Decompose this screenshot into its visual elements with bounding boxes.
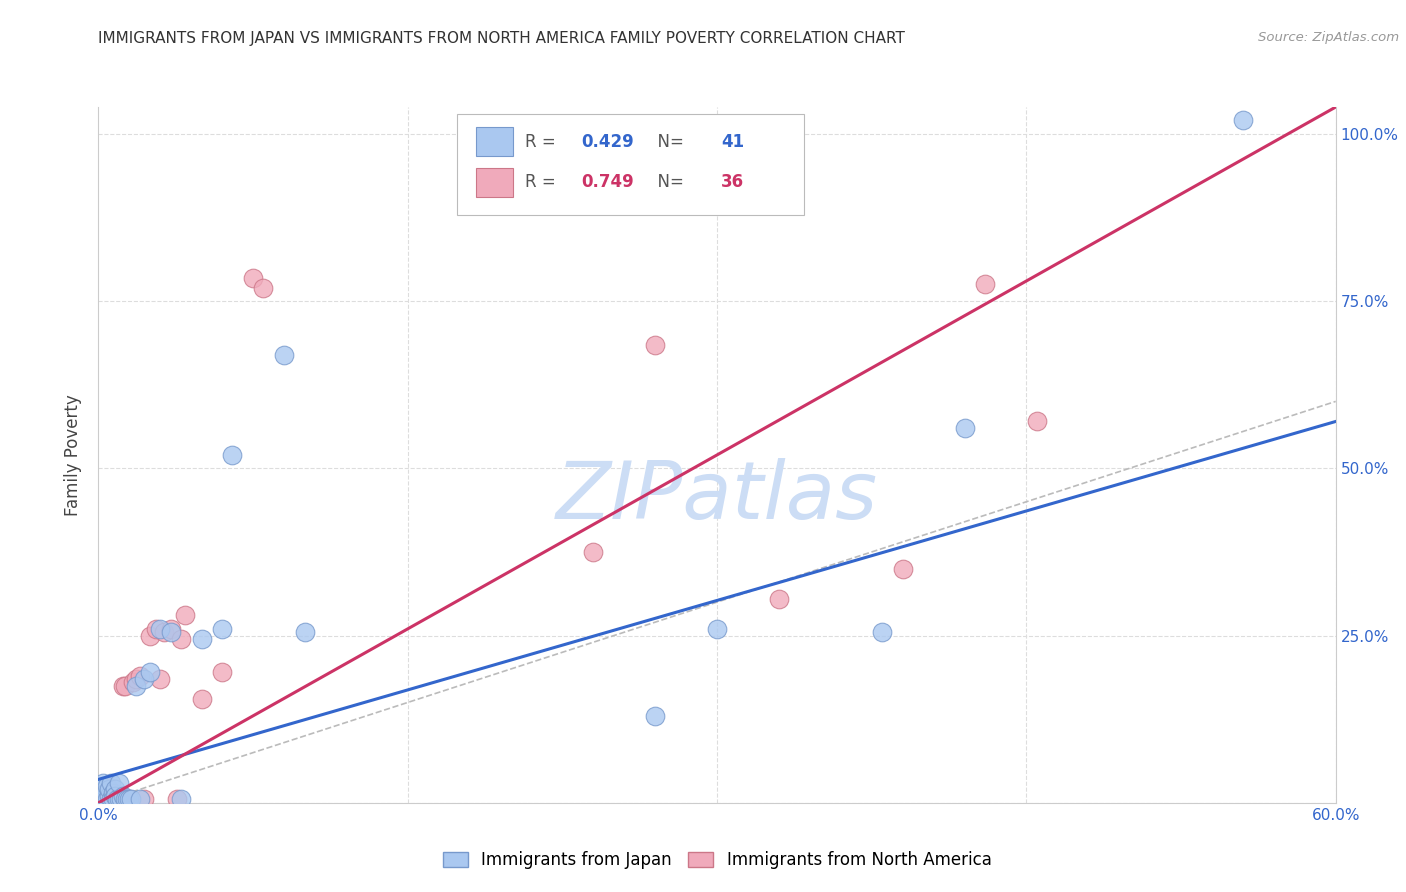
Point — [149, 622, 172, 636]
Text: 41: 41 — [721, 133, 744, 151]
Point — [132, 672, 155, 686]
Text: IMMIGRANTS FROM JAPAN VS IMMIGRANTS FROM NORTH AMERICA FAMILY POVERTY CORRELATIO: IMMIGRANTS FROM JAPAN VS IMMIGRANTS FROM… — [98, 31, 905, 46]
Point — [644, 337, 666, 351]
Point — [124, 672, 146, 686]
Text: 36: 36 — [721, 173, 744, 191]
Point — [101, 792, 124, 806]
Text: N=: N= — [647, 133, 689, 151]
Point — [91, 775, 114, 790]
Point — [1025, 415, 1047, 429]
Point — [100, 775, 122, 790]
Text: ZIPatlas: ZIPatlas — [555, 458, 879, 536]
Point — [96, 789, 118, 803]
Point — [211, 622, 233, 636]
Point — [108, 792, 131, 806]
Point — [120, 792, 142, 806]
Point — [110, 792, 132, 806]
Point — [93, 792, 115, 806]
Point — [104, 792, 127, 806]
Point — [149, 672, 172, 686]
Point — [105, 789, 128, 803]
Point — [93, 786, 115, 800]
Point — [174, 608, 197, 623]
Text: R =: R = — [526, 133, 561, 151]
Point — [97, 789, 120, 803]
Text: N=: N= — [647, 173, 689, 191]
Point — [104, 782, 127, 797]
Point — [145, 622, 167, 636]
Point — [644, 708, 666, 723]
Point — [114, 679, 136, 693]
Point — [139, 628, 162, 642]
Point — [89, 782, 111, 797]
Text: 0.429: 0.429 — [581, 133, 634, 151]
Point — [190, 632, 212, 646]
Point — [211, 665, 233, 680]
Point — [122, 675, 145, 690]
Point — [96, 779, 118, 793]
Point — [190, 692, 212, 706]
Point — [273, 348, 295, 362]
Legend: Immigrants from Japan, Immigrants from North America: Immigrants from Japan, Immigrants from N… — [437, 847, 997, 874]
Point — [97, 782, 120, 797]
Point — [108, 792, 131, 806]
Point — [128, 792, 150, 806]
Point — [768, 591, 790, 606]
Point — [582, 545, 605, 559]
Point — [974, 277, 997, 292]
Y-axis label: Family Poverty: Family Poverty — [65, 394, 83, 516]
Point — [101, 792, 124, 806]
Point — [166, 792, 188, 806]
Point — [89, 792, 111, 806]
Text: R =: R = — [526, 173, 561, 191]
Point — [118, 792, 141, 806]
Point — [870, 625, 893, 640]
Point — [170, 792, 193, 806]
Point — [139, 665, 162, 680]
Point — [100, 792, 122, 806]
Point — [124, 679, 146, 693]
Point — [117, 792, 139, 806]
Point — [294, 625, 316, 640]
Point — [97, 792, 120, 806]
Point — [118, 792, 141, 806]
Point — [91, 789, 114, 803]
Point — [104, 789, 127, 803]
FancyBboxPatch shape — [475, 128, 513, 156]
Point — [706, 622, 728, 636]
Point — [91, 789, 114, 803]
Point — [132, 792, 155, 806]
Point — [101, 786, 124, 800]
Point — [953, 421, 976, 435]
Point — [221, 448, 243, 462]
Point — [108, 775, 131, 790]
Text: 0.749: 0.749 — [581, 173, 634, 191]
Point — [112, 789, 135, 803]
Point — [159, 622, 181, 636]
Point — [170, 632, 193, 646]
Point — [153, 625, 176, 640]
Point — [242, 270, 264, 285]
Point — [114, 792, 136, 806]
Point — [93, 792, 115, 806]
Point — [159, 625, 181, 640]
Point — [1232, 113, 1254, 128]
Point — [128, 669, 150, 683]
Point — [891, 562, 914, 576]
FancyBboxPatch shape — [457, 114, 804, 215]
Point — [252, 281, 274, 295]
FancyBboxPatch shape — [475, 168, 513, 197]
Point — [105, 792, 128, 806]
Point — [112, 679, 135, 693]
Point — [110, 792, 132, 806]
Text: Source: ZipAtlas.com: Source: ZipAtlas.com — [1258, 31, 1399, 45]
Point — [96, 792, 118, 806]
Point — [100, 786, 122, 800]
